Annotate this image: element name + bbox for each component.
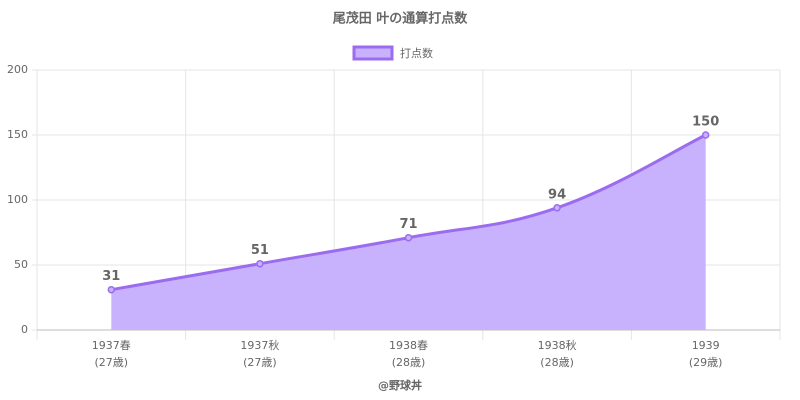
x-tick-label: 1938春 [389,339,428,352]
x-axis-title: @野球丼 [378,378,422,392]
x-tick-label: 1939 [692,339,720,352]
point [256,259,264,268]
data-label: 71 [399,217,417,232]
x-tick-label: (28歳) [540,356,574,369]
y-tick-label: 200 [7,63,28,76]
legend-label: 打点数 [400,46,433,60]
point [107,285,116,294]
area [111,135,706,330]
data-label: 31 [102,269,120,284]
x-tick-label: (29歳) [689,356,723,369]
x-tick-label: 1937秋 [240,338,279,352]
data-label: 150 [692,115,719,130]
point [553,204,561,212]
data-label: 51 [251,243,269,258]
y-tick-label: 100 [7,193,28,206]
y-tick-label: 50 [14,258,28,271]
data-label: 94 [548,187,566,202]
x-tick-label: (27歳) [95,356,129,369]
y-tick-label: 150 [7,128,28,141]
x-tick-label: (28歳) [392,356,426,369]
chart-title: 尾茂田 叶の通算打点数 [333,11,469,27]
point [404,233,413,242]
legend-swatch [352,45,394,61]
x-tick-label: 1937春 [92,339,131,352]
x-tick-label: (27歳) [243,356,277,369]
x-tick-label: 1938秋 [538,338,577,352]
point [701,131,710,139]
y-tick-label: 0 [21,323,28,336]
